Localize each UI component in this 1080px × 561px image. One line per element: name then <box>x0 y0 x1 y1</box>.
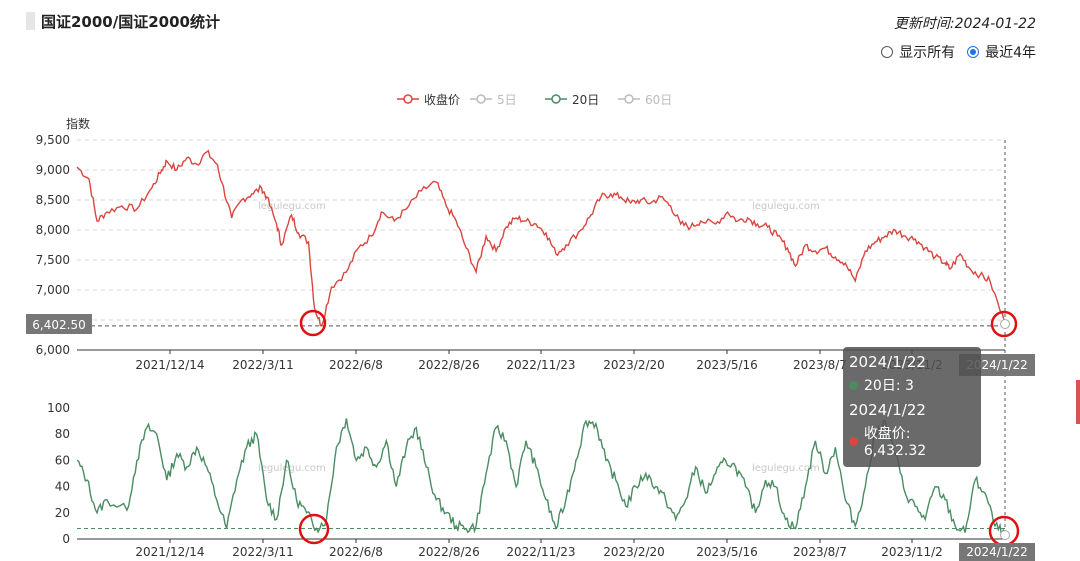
main-y-tick-4: 7,500 <box>36 253 70 267</box>
main-x-tick-5: 2023/2/20 <box>603 358 665 372</box>
radio-recent-4y[interactable]: 最近4年 <box>967 42 1036 62</box>
main-x-tick-7: 2023/8/7 <box>793 358 847 372</box>
sub-end-marker <box>1000 530 1010 541</box>
sub-x-tick-0: 2021/12/14 <box>135 545 204 559</box>
legend-label-0: 收盘价 <box>424 92 460 107</box>
legend-marker-3 <box>624 94 634 104</box>
series-close-line <box>76 149 1006 327</box>
radio-recent-4y-dot[interactable] <box>967 46 980 58</box>
sub-x-tick-4: 2022/11/23 <box>506 545 575 559</box>
legend-label-2: 20日 <box>572 93 599 107</box>
range-toggle: 显示所有 最近4年 <box>869 42 1036 62</box>
tooltip-dot-red <box>849 436 858 446</box>
sub-x-tick-6: 2023/5/16 <box>696 545 758 559</box>
main-y-tick-2: 8,500 <box>36 193 70 207</box>
title-accent-bar <box>26 12 35 30</box>
annotation-circle-end-close <box>990 310 1018 338</box>
y-axis-title: 指数 <box>66 116 90 131</box>
radio-show-all-dot[interactable] <box>881 46 894 58</box>
sub-y-tick-2: 60 <box>55 453 70 467</box>
radio-show-all[interactable]: 显示所有 <box>881 42 955 62</box>
main-x-tick-0: 2021/12/14 <box>135 358 204 372</box>
main-x-tick-3: 2022/8/26 <box>418 358 480 372</box>
tooltip-dot-green <box>849 380 858 390</box>
main-y-tick-3: 8,000 <box>36 223 70 237</box>
close-end-marker <box>1000 319 1010 330</box>
watermark-sub-2: legulegu.com <box>752 463 820 474</box>
sub-y-tick-3: 40 <box>55 480 70 494</box>
chart-tooltip: 2024/1/22 20日: 3 2024/1/22 收盘价: 6,432.32 <box>843 347 981 467</box>
x-highlight-label-main: 2024/1/22 <box>966 358 1028 372</box>
tooltip-value-20d: 20日: 3 <box>864 378 914 394</box>
x-highlight-label-sub: 2024/1/22 <box>966 545 1028 559</box>
page-title: 国证2000/国证2000统计 <box>41 12 220 31</box>
watermark-main-2: legulegu.com <box>752 201 820 212</box>
legend-marker-1 <box>476 94 486 104</box>
legend-marker-0 <box>403 94 413 104</box>
sub-x-tick-1: 2022/3/11 <box>232 545 294 559</box>
update-time: 更新时间:2024-01-22 <box>893 16 1036 32</box>
tooltip-value-close: 收盘价: 6,432.32 <box>863 426 927 459</box>
tooltip-row-close: 收盘价: 6,432.32 <box>849 423 975 459</box>
sub-x-tick-3: 2022/8/26 <box>418 545 480 559</box>
tooltip-row-20d: 20日: 3 <box>849 375 975 395</box>
right-edge-marker <box>1076 380 1080 424</box>
sub-y-tick-1: 80 <box>55 427 70 441</box>
watermark-main-1: legulegu.com <box>258 201 326 212</box>
y-highlight-label: 6,402.50 <box>32 318 85 332</box>
legend-label-1: 5日 <box>497 93 517 107</box>
main-x-tick-6: 2023/5/16 <box>696 358 758 372</box>
y-highlight-box <box>26 314 92 334</box>
series-20d-line <box>76 418 1006 538</box>
main-x-tick-2: 2022/6/8 <box>329 358 383 372</box>
main-x-tick-4: 2022/11/23 <box>506 358 575 372</box>
sub-x-tick-7: 2023/8/7 <box>793 545 847 559</box>
annotation-circle-min-close <box>299 309 327 337</box>
sub-y-tick-4: 20 <box>55 506 70 520</box>
radio-recent-4y-label[interactable]: 最近4年 <box>985 45 1036 61</box>
annotation-circle-min-20d <box>298 513 330 545</box>
main-y-tick-0: 9,500 <box>36 133 70 147</box>
sub-y-tick-0: 100 <box>47 401 70 415</box>
page-title-bar: 国证2000/国证2000统计 <box>26 10 220 32</box>
sub-x-tick-8: 2023/11/2 <box>881 545 943 559</box>
legend-marker-2 <box>551 94 561 104</box>
watermark-sub-1: legulegu.com <box>258 463 326 474</box>
main-x-tick-1: 2022/3/11 <box>232 358 294 372</box>
x-highlight-box-sub <box>959 543 1035 561</box>
tooltip-date-1: 2024/1/22 <box>849 353 926 371</box>
sub-x-tick-5: 2023/2/20 <box>603 545 665 559</box>
tooltip-date-2: 2024/1/22 <box>849 401 926 419</box>
main-y-tick-5: 7,000 <box>36 283 70 297</box>
radio-show-all-label[interactable]: 显示所有 <box>899 45 956 61</box>
main-y-tick-7: 6,000 <box>36 343 70 357</box>
main-y-tick-1: 9,000 <box>36 163 70 177</box>
sub-y-tick-5: 0 <box>62 532 70 546</box>
sub-x-tick-2: 2022/6/8 <box>329 545 383 559</box>
legend-label-3: 60日 <box>645 93 672 107</box>
